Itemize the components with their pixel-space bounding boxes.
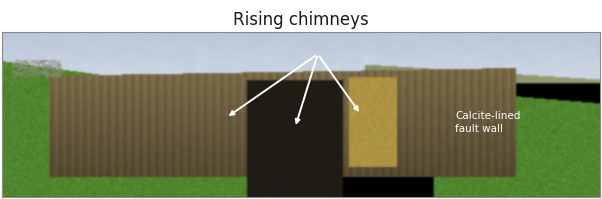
- Text: Calcite-lined
fault wall: Calcite-lined fault wall: [455, 111, 521, 134]
- Text: Rising chimneys: Rising chimneys: [233, 11, 369, 29]
